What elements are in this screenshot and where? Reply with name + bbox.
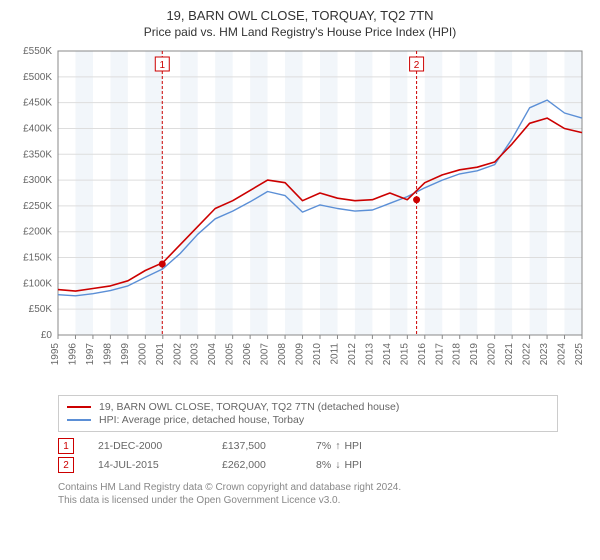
- svg-text:2000: 2000: [137, 343, 148, 366]
- transaction-date: 21-DEC-2000: [98, 440, 198, 452]
- svg-text:2007: 2007: [260, 343, 271, 366]
- title-block: 19, BARN OWL CLOSE, TORQUAY, TQ2 7TN Pri…: [10, 8, 590, 39]
- transaction-diff: 7% ↑ HPI: [316, 440, 362, 452]
- svg-text:2006: 2006: [242, 343, 253, 366]
- legend-row: HPI: Average price, detached house, Torb…: [67, 414, 549, 426]
- svg-text:2011: 2011: [329, 343, 340, 365]
- svg-text:2018: 2018: [452, 343, 463, 366]
- svg-text:2025: 2025: [574, 343, 585, 366]
- arrow-up-icon: ↑: [335, 440, 340, 452]
- svg-text:2005: 2005: [225, 343, 236, 366]
- svg-text:2017: 2017: [434, 343, 445, 366]
- svg-text:1998: 1998: [102, 343, 113, 366]
- svg-text:£450K: £450K: [23, 98, 52, 109]
- transaction-table: 1 21-DEC-2000 £137,500 7% ↑ HPI 2 14-JUL…: [58, 438, 590, 473]
- transaction-diff: 8% ↓ HPI: [316, 459, 362, 471]
- svg-text:2020: 2020: [487, 343, 498, 366]
- transaction-marker: 2: [58, 457, 74, 473]
- transaction-date: 14-JUL-2015: [98, 459, 198, 471]
- svg-text:£100K: £100K: [23, 278, 52, 289]
- svg-text:2002: 2002: [172, 343, 183, 366]
- transaction-price: £137,500: [222, 440, 292, 452]
- svg-text:£250K: £250K: [23, 201, 52, 212]
- svg-text:2001: 2001: [155, 343, 166, 366]
- svg-text:2003: 2003: [190, 343, 201, 366]
- svg-text:2014: 2014: [382, 343, 393, 366]
- legend-swatch: [67, 406, 91, 408]
- svg-text:1997: 1997: [85, 343, 96, 366]
- svg-text:£300K: £300K: [23, 175, 52, 186]
- svg-text:£50K: £50K: [29, 304, 53, 315]
- svg-text:£0: £0: [41, 330, 53, 341]
- transaction-marker: 1: [58, 438, 74, 454]
- svg-text:1999: 1999: [120, 343, 131, 366]
- svg-text:2024: 2024: [557, 343, 568, 366]
- svg-text:2022: 2022: [522, 343, 533, 366]
- svg-text:2016: 2016: [417, 343, 428, 366]
- line-chart-svg: £0 £50K £100K £150K £200K £250K £300K £350K £400…: [10, 45, 590, 385]
- svg-text:2015: 2015: [399, 343, 410, 366]
- svg-text:1: 1: [159, 60, 165, 71]
- svg-text:1996: 1996: [67, 343, 78, 366]
- chart-area: £0 £50K £100K £150K £200K £250K £300K £350K £400…: [10, 45, 590, 385]
- transaction-row: 1 21-DEC-2000 £137,500 7% ↑ HPI: [58, 438, 590, 454]
- svg-text:£500K: £500K: [23, 72, 52, 83]
- transaction-price: £262,000: [222, 459, 292, 471]
- svg-text:2021: 2021: [504, 343, 515, 366]
- svg-text:2013: 2013: [364, 343, 375, 366]
- svg-text:2008: 2008: [277, 343, 288, 366]
- svg-text:2019: 2019: [469, 343, 480, 366]
- svg-text:2023: 2023: [539, 343, 550, 366]
- legend-box: 19, BARN OWL CLOSE, TORQUAY, TQ2 7TN (de…: [58, 395, 558, 432]
- svg-text:2: 2: [414, 60, 420, 71]
- legend-label: HPI: Average price, detached house, Torb…: [99, 414, 304, 426]
- legend-label: 19, BARN OWL CLOSE, TORQUAY, TQ2 7TN (de…: [99, 401, 399, 413]
- diff-label: HPI: [344, 459, 362, 471]
- svg-text:£200K: £200K: [23, 227, 52, 238]
- legend-row: 19, BARN OWL CLOSE, TORQUAY, TQ2 7TN (de…: [67, 401, 549, 413]
- svg-text:£400K: £400K: [23, 123, 52, 134]
- page-container: 19, BARN OWL CLOSE, TORQUAY, TQ2 7TN Pri…: [0, 0, 600, 511]
- svg-text:2012: 2012: [347, 343, 358, 366]
- diff-pct: 7%: [316, 440, 331, 452]
- transaction-row: 2 14-JUL-2015 £262,000 8% ↓ HPI: [58, 457, 590, 473]
- page-title: 19, BARN OWL CLOSE, TORQUAY, TQ2 7TN: [10, 8, 590, 23]
- footer-line: Contains HM Land Registry data © Crown c…: [58, 481, 590, 494]
- svg-text:£150K: £150K: [23, 253, 52, 264]
- page-subtitle: Price paid vs. HM Land Registry's House …: [10, 25, 590, 39]
- arrow-down-icon: ↓: [335, 459, 340, 471]
- svg-text:2009: 2009: [295, 343, 306, 366]
- diff-pct: 8%: [316, 459, 331, 471]
- svg-text:2010: 2010: [312, 343, 323, 366]
- footer-line: This data is licensed under the Open Gov…: [58, 494, 590, 507]
- diff-label: HPI: [344, 440, 362, 452]
- footer-attribution: Contains HM Land Registry data © Crown c…: [58, 481, 590, 507]
- svg-text:£350K: £350K: [23, 149, 52, 160]
- svg-text:£550K: £550K: [23, 46, 52, 57]
- svg-text:2004: 2004: [207, 343, 218, 366]
- legend-swatch: [67, 419, 91, 421]
- svg-text:1995: 1995: [50, 343, 61, 366]
